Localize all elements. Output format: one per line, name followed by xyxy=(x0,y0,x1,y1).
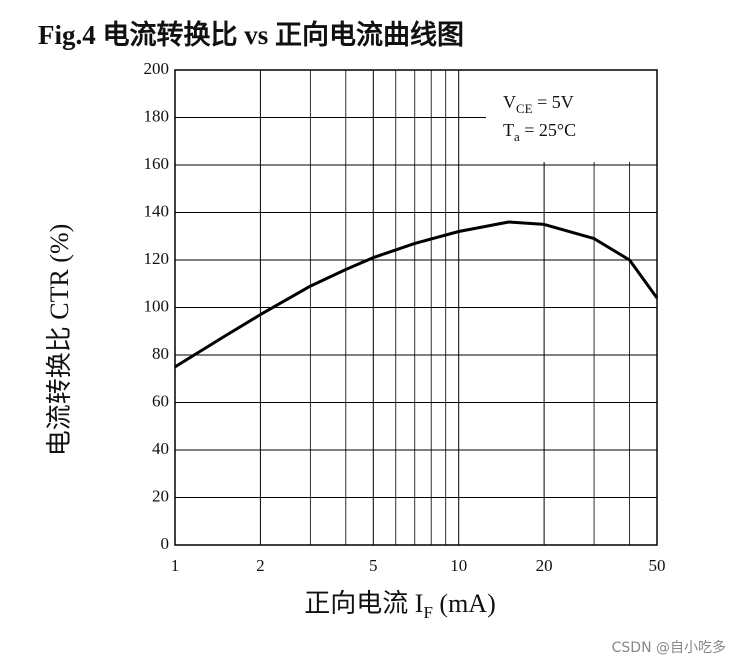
y-tick-label: 0 xyxy=(161,534,170,553)
y-tick-label: 140 xyxy=(144,201,170,220)
annotation-sub: a xyxy=(514,129,520,144)
legend-box xyxy=(486,70,657,162)
x-axis-label-text: 正向电流 I xyxy=(304,589,423,618)
line-series xyxy=(174,220,659,369)
annotation: Ta = 25°C xyxy=(503,120,576,144)
x-tick-label: 10 xyxy=(450,556,467,575)
x-tick-label: 5 xyxy=(369,556,378,575)
annotation-rest: = 5V xyxy=(533,92,574,112)
y-tick-label: 40 xyxy=(152,439,169,458)
x-tick-label: 20 xyxy=(536,556,553,575)
plot-frame xyxy=(174,69,658,546)
x-axis-label-sub: F xyxy=(423,603,432,622)
y-tick-label: 120 xyxy=(144,249,170,268)
annotation: VCE = 5V xyxy=(503,92,574,116)
x-tick-label: 2 xyxy=(256,556,265,575)
y-tick-label: 100 xyxy=(144,296,170,315)
annotations: VCE = 5V Ta = 25°C xyxy=(503,92,576,144)
x-axis-label-unit: (mA) xyxy=(433,589,496,618)
y-tick-label: 200 xyxy=(144,59,170,78)
x-tick-label: 50 xyxy=(649,556,666,575)
chart-title: Fig.4 电流转换比 vs 正向电流曲线图 xyxy=(38,19,464,50)
x-axis-label: 正向电流 IF (mA) xyxy=(304,589,495,622)
y-tick-label: 180 xyxy=(144,106,170,125)
annotation-text: V xyxy=(503,92,516,112)
y-axis-label: 电流转换比 CTR (%) xyxy=(45,224,74,457)
y-tick-label: 60 xyxy=(152,391,169,410)
annotation-sub: CE xyxy=(516,101,533,116)
annotation-text: T xyxy=(503,120,514,140)
plot xyxy=(174,220,659,369)
y-tick-label: 20 xyxy=(152,486,169,505)
annotation-rest: = 25°C xyxy=(520,120,576,140)
watermark: CSDN @自小吃多 xyxy=(612,639,726,656)
x-tick-label: 1 xyxy=(171,556,180,575)
y-tick-label: 80 xyxy=(152,344,169,363)
y-tick-label: 160 xyxy=(144,154,170,173)
